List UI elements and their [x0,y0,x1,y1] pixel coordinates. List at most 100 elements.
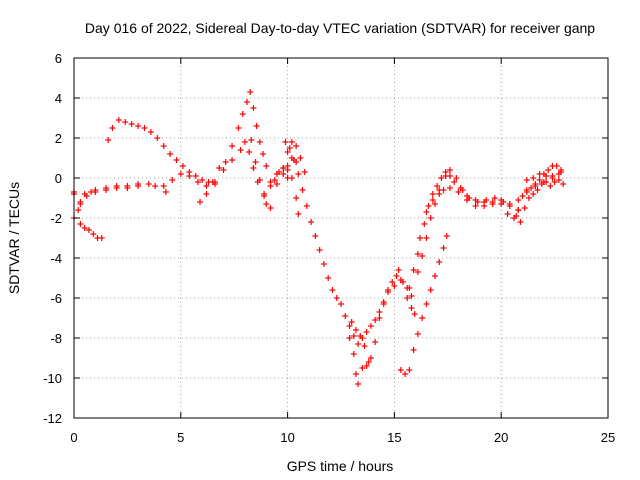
data-point [455,189,462,195]
data-point [352,371,359,377]
data-point [267,179,274,185]
y-tick-label: -4 [50,251,62,266]
data-point [220,167,227,173]
y-tick-label: 0 [55,171,62,186]
data-points [71,89,567,387]
data-point [483,197,490,203]
data-point [291,157,298,163]
data-point [365,359,372,365]
data-point [124,185,131,191]
data-point [429,191,436,197]
data-point [481,203,488,209]
data-point [173,157,180,163]
x-tick-label: 0 [70,430,77,445]
data-point [293,195,300,201]
data-point [421,221,428,227]
data-point [472,203,479,209]
data-point [442,173,449,179]
data-point [443,233,450,239]
data-point [297,155,304,161]
data-point [75,207,82,213]
data-point [90,231,97,237]
data-point [284,167,291,173]
data-point [534,187,541,193]
data-point [329,287,336,293]
data-point [288,175,295,181]
data-point [284,149,291,155]
data-point [263,163,270,169]
data-point [261,193,268,199]
data-point [466,195,473,201]
data-point [500,199,507,205]
data-point [216,165,223,171]
data-point [113,185,120,191]
data-point [263,201,270,207]
data-point [253,123,260,129]
data-point [271,177,278,183]
data-point [530,175,537,181]
data-point [247,89,254,95]
data-point [229,143,236,149]
data-point [83,193,90,199]
data-point [560,181,567,187]
data-point [246,149,253,155]
data-point [393,273,400,279]
data-point [417,235,424,241]
data-point [536,171,543,177]
data-point [252,159,259,165]
data-point [523,187,530,193]
data-point [355,341,362,347]
data-point [406,367,413,373]
data-point [350,333,357,339]
data-point [162,189,169,195]
data-point [256,139,263,145]
y-tick-label: -10 [43,371,62,386]
data-point [359,365,366,371]
axis-ticks: 0 5 10 15 20 25 -12 -10 -8 -6 -4 -2 0 2 4 6 [43,51,615,445]
data-point [282,139,289,145]
data-point [530,191,537,197]
data-point [109,125,116,131]
y-tick-label: 6 [55,51,62,66]
x-tick-label: 15 [387,430,401,445]
data-point [519,193,526,199]
data-point [551,179,558,185]
data-point [423,235,430,241]
data-point [346,323,353,329]
data-point [105,137,112,143]
data-point [532,181,539,187]
data-point [543,173,550,179]
data-point [545,167,552,173]
data-point [186,169,193,175]
data-point [431,201,438,207]
data-point [203,183,210,189]
y-tick-label: -12 [43,411,62,426]
data-point [474,199,481,205]
data-point [446,167,453,173]
data-point [425,203,432,209]
data-point [513,213,520,219]
data-point [241,139,248,145]
data-point [404,295,411,301]
data-point [431,273,438,279]
data-point [489,199,496,205]
data-point [295,211,302,217]
data-point [402,371,409,377]
data-point [303,203,310,209]
data-point [361,343,368,349]
data-point [391,283,398,289]
data-point [209,179,216,185]
data-point [436,259,443,265]
data-point [538,181,545,187]
data-point [160,183,167,189]
data-point [376,315,383,321]
data-point [411,311,418,317]
data-point [135,183,142,189]
data-point [367,355,374,361]
data-point [301,169,308,175]
data-point [525,195,532,201]
data-point [128,121,135,127]
data-point [515,207,522,213]
data-point [199,177,206,183]
data-point [438,175,445,181]
